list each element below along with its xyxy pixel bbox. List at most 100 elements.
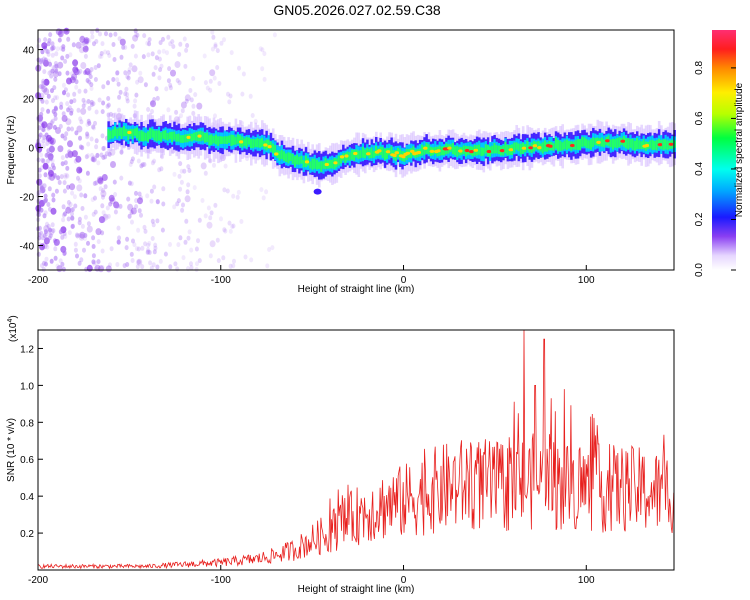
heatmap-cell [226,91,230,97]
heatmap-cell [109,197,116,205]
heatmap-cell [289,153,293,161]
heatmap-cell [76,125,83,133]
heatmap-cell [132,34,139,42]
heatmap-cell [118,203,123,209]
heatmap-cell [78,46,85,54]
heatmap-cell [40,84,45,90]
heatmap-cell [84,154,89,160]
heatmap-cell [177,173,182,179]
heatmap-cell [143,241,148,247]
bottom-x-tick-label: 0 [401,575,407,586]
heatmap-cell [125,128,128,137]
heatmap-cell [651,139,654,150]
heatmap-cell [383,148,387,160]
heatmap-cell [136,127,139,139]
heatmap-cell [39,184,44,190]
heatmap-cell [508,148,514,152]
heatmap-cell [175,78,180,83]
bottom-y-tick-label: 0.2 [20,529,34,540]
heatmap-cell [61,46,66,52]
heatmap-cell [92,41,96,47]
heatmap-cell [51,65,56,71]
heatmap-cell [128,62,133,68]
heatmap-cell [211,34,216,40]
heatmap-cell [232,258,236,264]
heatmap-cell [541,142,545,154]
heatmap-cell [60,155,65,161]
heatmap-cell [48,233,53,239]
heatmap-cell [108,194,115,202]
heatmap-cell [364,149,367,159]
heatmap-cell [222,187,227,193]
heatmap-cell [42,233,47,239]
heatmap-cell [150,236,155,241]
heatmap-cell [123,70,128,76]
heatmap-cell [170,39,175,45]
heatmap-cell [180,108,185,114]
heatmap-cell [179,168,184,174]
heatmap-cell [76,70,81,76]
heatmap-cell [155,218,160,224]
y-scale-factor: (x104) [7,315,19,342]
heatmap-cell [209,69,216,77]
heatmap-cell [243,254,248,260]
heatmap-cell [118,127,121,136]
heatmap-cell [97,177,104,185]
heatmap-cell [39,186,44,191]
heatmap-cell [161,186,166,192]
heatmap-cell [521,146,527,150]
heatmap-cell [344,154,349,158]
heatmap-cell [81,97,86,103]
heatmap-cell [192,185,197,191]
heatmap-cell [203,213,208,219]
heatmap-cell [59,104,64,110]
heatmap-cell [103,154,108,160]
heatmap-cell [392,153,398,158]
heatmap-cell [94,39,99,44]
heatmap-cell [366,147,369,157]
heatmap-cell [208,135,211,146]
heatmap-cell [170,69,176,77]
heatmap-cell [86,221,91,227]
heatmap-cell [60,161,65,167]
heatmap-cell [113,31,118,37]
heatmap-cell [168,85,173,91]
heatmap-cell [91,235,96,241]
heatmap-cell [57,61,64,69]
heatmap-cell [43,57,48,63]
heatmap-cell [339,155,345,159]
heatmap-cell [322,161,325,169]
heatmap-cell [87,105,92,111]
heatmap-cell [54,51,59,57]
heatmap-cell [40,98,45,104]
heatmap-cell [65,206,72,214]
heatmap-cell [44,256,49,262]
heatmap-cell [115,203,120,209]
heatmap-cell [537,141,540,151]
heatmap-cell [42,162,49,170]
heatmap-cell [421,144,424,156]
heatmap-cell [45,158,50,164]
heatmap-cell [76,175,80,181]
heatmap-cell [160,154,165,160]
heatmap-cell [614,138,617,148]
heatmap-cell [126,75,131,81]
heatmap-cell [80,223,85,229]
heatmap-cell [132,113,137,119]
heatmap-cell [69,99,74,105]
heatmap-cell [168,264,173,270]
heatmap-cell [94,266,99,272]
heatmap-cell [106,102,111,108]
heatmap-cell [583,137,586,147]
heatmap-cell [206,205,211,211]
heatmap-cell [110,161,116,168]
heatmap-cell [90,29,95,35]
heatmap-cell [46,148,51,154]
heatmap-cell [100,109,105,115]
heatmap-cell [631,138,635,150]
heatmap-cell [44,152,49,158]
heatmap-cell [261,137,264,147]
heatmap-cell [462,145,466,155]
heatmap-cell [155,95,160,101]
heatmap-cell [179,179,184,185]
